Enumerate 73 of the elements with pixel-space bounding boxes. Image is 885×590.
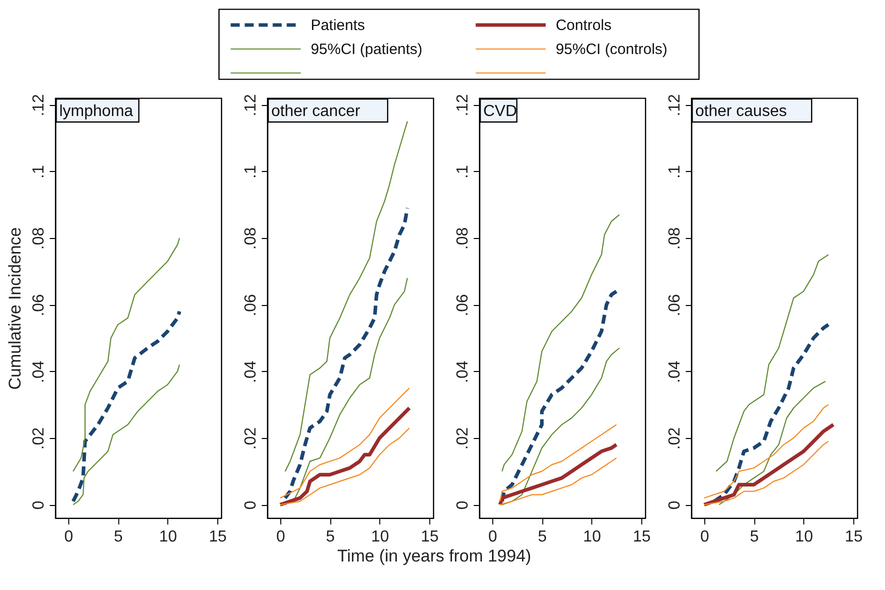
x-tick-label: 10 (371, 528, 390, 546)
y-tick-label: .06 (30, 294, 48, 316)
legend-label: Controls (556, 17, 612, 34)
y-tick-label: .04 (666, 360, 684, 383)
legend-label: Patients (310, 17, 365, 34)
line-series (704, 440, 829, 506)
x-tick-label: 10 (159, 528, 178, 546)
y-tick-label: .04 (454, 360, 472, 383)
line-series (716, 254, 829, 472)
x-tick-label: 10 (583, 528, 602, 546)
line-series (702, 422, 836, 506)
y-tick-label: .06 (242, 294, 260, 316)
y-tick-label: .06 (666, 294, 684, 316)
line-series (502, 347, 620, 506)
y-tick-label: .1 (30, 165, 48, 179)
legend-label: 95%CI (patients) (310, 41, 422, 58)
line-series (502, 214, 620, 472)
y-tick-label: 0 (30, 500, 48, 510)
legend-label: 95%CI (controls) (556, 41, 668, 58)
y-tick-label: 0 (666, 500, 684, 510)
y-tick-label: .02 (454, 427, 472, 450)
y-tick-label: .1 (666, 165, 684, 179)
y-tick-label: .08 (242, 227, 260, 250)
chart-title: lymphoma (59, 103, 134, 120)
x-tick-label: 15 (844, 528, 863, 546)
line-series (72, 364, 180, 506)
x-tick-label: 0 (64, 528, 74, 546)
y-axis-title: Cumulative Incidence (6, 227, 25, 390)
y-tick-label: 0 (454, 500, 472, 510)
y-tick-label: .1 (242, 165, 260, 179)
y-tick-label: .04 (242, 360, 260, 383)
y-tick-label: .02 (666, 427, 684, 450)
y-tick-label: .1 (454, 165, 472, 179)
x-tick-label: 0 (700, 528, 710, 546)
line-series (500, 424, 617, 502)
x-tick-label: 5 (114, 528, 123, 546)
line-series (280, 387, 410, 499)
x-tick-label: 5 (750, 528, 759, 546)
line-series (500, 457, 617, 506)
line-series (280, 427, 410, 506)
line-series (283, 206, 410, 500)
chart-title: other cancer (271, 103, 361, 120)
line-series (498, 442, 618, 506)
y-tick-label: .12 (666, 94, 684, 116)
line-series (284, 277, 408, 506)
line-series (284, 120, 408, 472)
y-tick-label: .12 (30, 94, 48, 116)
y-tick-label: .02 (30, 427, 48, 450)
y-tick-label: .08 (666, 227, 684, 250)
line-series (718, 380, 826, 506)
y-tick-label: 0 (242, 500, 260, 510)
x-tick-label: 0 (276, 528, 286, 546)
line-series (278, 406, 412, 506)
line-series (704, 404, 829, 499)
x-tick-label: 0 (488, 528, 498, 546)
x-tick-label: 15 (208, 528, 227, 546)
x-tick-label: 15 (632, 528, 651, 546)
y-tick-label: .08 (30, 227, 48, 250)
y-tick-label: .06 (454, 294, 472, 316)
line-series (72, 237, 180, 472)
line-series (71, 310, 182, 504)
x-tick-label: 5 (326, 528, 335, 546)
chart-title: other causes (695, 103, 787, 120)
y-tick-label: .04 (30, 360, 48, 383)
x-axis-title: Time (in years from 1994) (337, 546, 532, 566)
x-tick-label: 15 (420, 528, 439, 546)
x-tick-label: 10 (795, 528, 814, 546)
y-tick-label: .12 (242, 94, 260, 116)
y-tick-label: .02 (242, 427, 260, 450)
x-tick-label: 5 (538, 528, 547, 546)
y-tick-label: .08 (454, 227, 472, 250)
line-series (500, 290, 618, 504)
y-tick-label: .12 (454, 94, 472, 116)
